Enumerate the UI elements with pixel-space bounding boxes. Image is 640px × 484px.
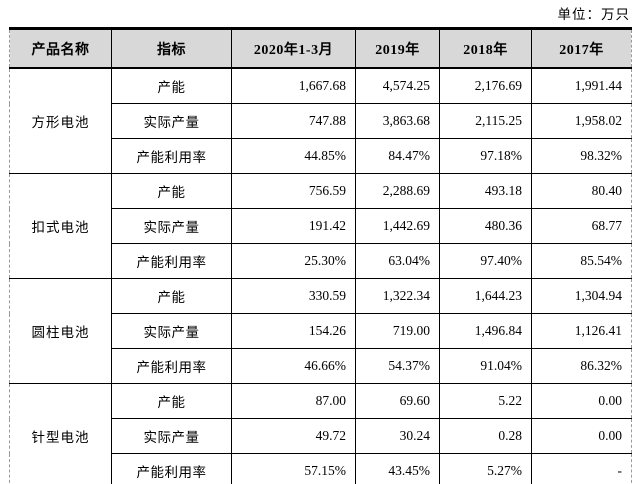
table-row: 实际产量 191.42 1,442.69 480.36 68.77	[10, 208, 632, 244]
value-cell: -	[531, 453, 632, 484]
value-cell: 4,574.25	[355, 67, 440, 104]
value-cell: 0.00	[531, 418, 632, 454]
indicator-cell: 产能利用率	[111, 243, 232, 279]
indicator-cell: 产能	[111, 173, 232, 209]
value-cell: 3,863.68	[355, 103, 440, 139]
indicator-cell: 实际产量	[111, 208, 232, 244]
value-cell: 97.18%	[439, 138, 532, 174]
header-2018: 2018年	[439, 28, 532, 69]
value-cell: 49.72	[231, 418, 356, 454]
value-cell: 719.00	[355, 313, 440, 349]
value-cell: 5.27%	[439, 453, 532, 484]
product-name-cell: 扣式电池	[9, 173, 112, 279]
product-name-cell: 圆柱电池	[9, 278, 112, 384]
value-cell: 97.40%	[439, 243, 532, 279]
value-cell: 85.54%	[531, 243, 632, 279]
value-cell: 330.59	[231, 278, 356, 314]
value-cell: 87.00	[231, 383, 356, 419]
value-cell: 0.00	[531, 383, 632, 419]
value-cell: 91.04%	[439, 348, 532, 384]
value-cell: 86.32%	[531, 348, 632, 384]
indicator-cell: 产能	[111, 383, 232, 419]
table-row: 圆柱电池 产能 330.59 1,322.34 1,644.23 1,304.9…	[9, 278, 632, 384]
value-cell: 2,115.25	[439, 103, 532, 139]
value-cell: 1,958.02	[531, 103, 632, 139]
indicator-cell: 产能	[111, 67, 232, 104]
table-row: 方形电池 产能 1,667.68 4,574.25 2,176.69 1,991…	[9, 67, 632, 174]
value-cell: 1,667.68	[231, 67, 356, 104]
value-cell: 69.60	[355, 383, 440, 419]
value-cell: 756.59	[231, 173, 356, 209]
value-cell: 0.28	[439, 418, 532, 454]
value-cell: 1,442.69	[355, 208, 440, 244]
value-cell: 154.26	[231, 313, 356, 349]
value-cell: 98.32%	[531, 138, 632, 174]
table-row: 扣式电池 产能 756.59 2,288.69 493.18 80.40	[9, 173, 632, 279]
value-cell: 747.88	[231, 103, 356, 139]
table-row: 产能利用率 44.85% 84.47% 97.18% 98.32%	[10, 138, 632, 174]
value-cell: 68.77	[531, 208, 632, 244]
value-cell: 2,176.69	[439, 67, 532, 104]
product-name-cell: 针型电池	[9, 383, 112, 484]
value-cell: 1,991.44	[531, 67, 632, 104]
indicator-cell: 实际产量	[111, 313, 232, 349]
header-product-name: 产品名称	[9, 28, 112, 69]
value-cell: 1,496.84	[439, 313, 532, 349]
value-cell: 2,288.69	[355, 173, 440, 209]
indicator-cell: 产能	[111, 278, 232, 314]
indicator-cell: 产能利用率	[111, 453, 232, 484]
indicator-cell: 实际产量	[111, 103, 232, 139]
value-cell: 1,304.94	[531, 278, 632, 314]
indicator-cell: 实际产量	[111, 418, 232, 454]
value-cell: 30.24	[355, 418, 440, 454]
table-row: 产能利用率 25.30% 63.04% 97.40% 85.54%	[10, 243, 632, 279]
indicator-cell: 产能利用率	[111, 138, 232, 174]
production-capacity-table: 产品名称 指标 2020年1-3月 2019年 2018年 2017年 方形电池…	[9, 27, 632, 484]
value-cell: 80.40	[531, 173, 632, 209]
header-2020-q1: 2020年1-3月	[231, 28, 356, 69]
value-cell: 191.42	[231, 208, 356, 244]
table-row: 实际产量 49.72 30.24 0.28 0.00	[10, 418, 632, 454]
value-cell: 5.22	[439, 383, 532, 419]
value-cell: 84.47%	[355, 138, 440, 174]
unit-label: 单位：万只	[557, 7, 630, 22]
value-cell: 25.30%	[231, 243, 356, 279]
value-cell: 63.04%	[355, 243, 440, 279]
header-indicator: 指标	[111, 28, 232, 69]
header-2017: 2017年	[531, 28, 632, 69]
table-row: 针型电池 产能 87.00 69.60 5.22 0.00	[9, 383, 632, 484]
product-name-cell: 方形电池	[9, 67, 112, 174]
table-row: 实际产量 154.26 719.00 1,496.84 1,126.41	[10, 313, 632, 349]
value-cell: 1,644.23	[439, 278, 532, 314]
value-cell: 57.15%	[231, 453, 356, 484]
value-cell: 1,126.41	[531, 313, 632, 349]
value-cell: 54.37%	[355, 348, 440, 384]
table-row: 产能利用率 57.15% 43.45% 5.27% -	[10, 453, 632, 484]
indicator-cell: 产能利用率	[111, 348, 232, 384]
value-cell: 43.45%	[355, 453, 440, 484]
value-cell: 480.36	[439, 208, 532, 244]
value-cell: 44.85%	[231, 138, 356, 174]
value-cell: 493.18	[439, 173, 532, 209]
table-header-row: 产品名称 指标 2020年1-3月 2019年 2018年 2017年	[9, 28, 632, 69]
value-cell: 46.66%	[231, 348, 356, 384]
value-cell: 1,322.34	[355, 278, 440, 314]
header-2019: 2019年	[355, 28, 440, 69]
